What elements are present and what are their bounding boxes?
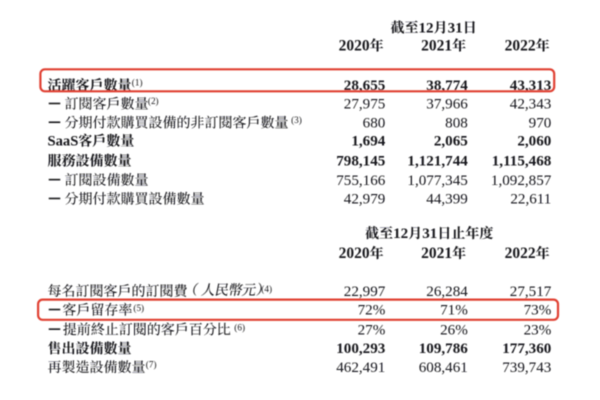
- svg-text:38,774: 38,774: [426, 78, 468, 94]
- svg-text:2,060: 2,060: [517, 134, 551, 150]
- svg-text:1,077,345: 1,077,345: [407, 173, 467, 189]
- svg-text:26%: 26%: [440, 322, 468, 338]
- svg-text:739,743: 739,743: [502, 360, 551, 376]
- svg-text:1,115,468: 1,115,468: [492, 154, 552, 170]
- svg-text:27%: 27%: [358, 322, 386, 338]
- svg-text:12: 12: [393, 226, 408, 242]
- svg-text:(3): (3): [291, 115, 302, 125]
- svg-text:2020: 2020: [339, 37, 370, 54]
- svg-text:(1): (1): [132, 78, 143, 88]
- svg-text:680: 680: [363, 115, 386, 131]
- svg-text:31: 31: [422, 226, 437, 242]
- svg-text:755,166: 755,166: [336, 173, 386, 189]
- svg-text:608,461: 608,461: [419, 360, 468, 376]
- svg-text:2022: 2022: [505, 245, 536, 262]
- svg-text:73%: 73%: [524, 303, 552, 319]
- svg-text:(6): (6): [234, 323, 245, 333]
- svg-text:27,517: 27,517: [510, 284, 552, 300]
- svg-text:31: 31: [448, 20, 463, 36]
- svg-text:177,360: 177,360: [502, 341, 551, 357]
- svg-text:1,121,744: 1,121,744: [407, 154, 468, 170]
- svg-text:798,145: 798,145: [336, 154, 385, 170]
- svg-text:462,491: 462,491: [336, 360, 385, 376]
- svg-text:(5): (5): [133, 303, 144, 313]
- svg-text:SaaS: SaaS: [48, 134, 79, 150]
- svg-text:27,975: 27,975: [344, 97, 386, 113]
- svg-text:109,786: 109,786: [419, 341, 469, 357]
- svg-text:23%: 23%: [524, 322, 552, 338]
- svg-text:72%: 72%: [358, 303, 386, 319]
- svg-text:(7): (7): [146, 360, 157, 370]
- svg-text:28,655: 28,655: [344, 78, 386, 94]
- svg-text:2,065: 2,065: [434, 134, 468, 150]
- svg-text:44,399: 44,399: [426, 192, 468, 208]
- svg-text:22,997: 22,997: [344, 284, 386, 300]
- svg-text:42,979: 42,979: [344, 192, 386, 208]
- svg-text:43,313: 43,313: [510, 78, 552, 94]
- svg-text:12: 12: [419, 20, 434, 36]
- svg-text:2022: 2022: [505, 37, 536, 54]
- svg-text:42,343: 42,343: [510, 97, 552, 113]
- svg-text:2021: 2021: [421, 37, 452, 54]
- svg-text:26,284: 26,284: [426, 284, 468, 300]
- svg-text:1,092,857: 1,092,857: [491, 173, 552, 189]
- svg-text:808: 808: [445, 115, 468, 131]
- svg-text:1,694: 1,694: [351, 134, 385, 150]
- svg-text:(4): (4): [261, 284, 272, 294]
- svg-text:37,966: 37,966: [426, 97, 468, 113]
- svg-text:22,611: 22,611: [510, 192, 551, 208]
- svg-text:970: 970: [529, 115, 552, 131]
- svg-text:(2): (2): [148, 96, 159, 106]
- svg-text:71%: 71%: [440, 303, 468, 319]
- svg-text:100,293: 100,293: [336, 341, 386, 357]
- svg-text:2020: 2020: [339, 245, 370, 262]
- svg-text:2021: 2021: [421, 245, 452, 262]
